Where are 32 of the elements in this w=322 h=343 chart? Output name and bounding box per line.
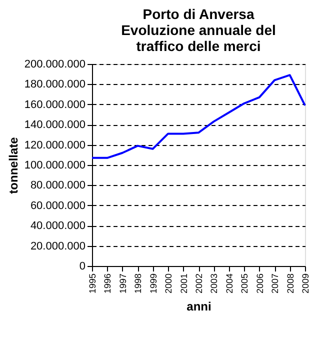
x-tick-label: 1996 — [102, 274, 113, 294]
y-tick-label: 100.000.000 — [24, 160, 86, 172]
x-tick-label: 2004 — [224, 274, 234, 294]
text: Porto di Anversa — [142, 6, 254, 22]
y-tick-label: 120.000.000 — [24, 139, 86, 152]
y-tick-label: 80.000.000 — [30, 180, 86, 192]
x-axis-title: anni — [186, 300, 212, 314]
y-tick-label: 60.000.000 — [30, 200, 86, 212]
x-tick-label: 2003 — [209, 274, 220, 294]
x-tick-label: 2009 — [300, 274, 310, 294]
x-tick-label: 2000 — [164, 274, 174, 294]
x-tick-label: 2008 — [285, 274, 296, 294]
x-tick-label: 1998 — [133, 274, 144, 294]
y-tick-label: 40.000.000 — [30, 220, 86, 232]
y-tick-label: 180.000.000 — [24, 78, 86, 91]
y-tick-label: 0 — [79, 260, 86, 272]
y-tick-label: 160.000.000 — [24, 98, 86, 111]
x-tick-label: 2006 — [254, 274, 265, 294]
y-axis-title: tonnellate — [6, 136, 20, 194]
text: traffico delle merci — [136, 38, 261, 54]
line-series — [91, 74, 306, 159]
x-tick-label: 2007 — [270, 274, 280, 294]
text: Evoluzione annuale del — [121, 22, 276, 38]
x-tick-label: 1997 — [118, 274, 128, 294]
x-tick-label: 2002 — [194, 274, 204, 294]
y-tick-label: 20.000.000 — [30, 240, 86, 252]
x-tick-label: 2005 — [240, 274, 250, 294]
x-tick-label: 1999 — [148, 274, 158, 294]
x-tick-label: 2001 — [178, 274, 189, 294]
y-tick-label: 200.000.000 — [24, 58, 86, 70]
x-tick-label: 1995 — [88, 274, 98, 294]
y-tick-label: 140.000.000 — [24, 119, 86, 132]
